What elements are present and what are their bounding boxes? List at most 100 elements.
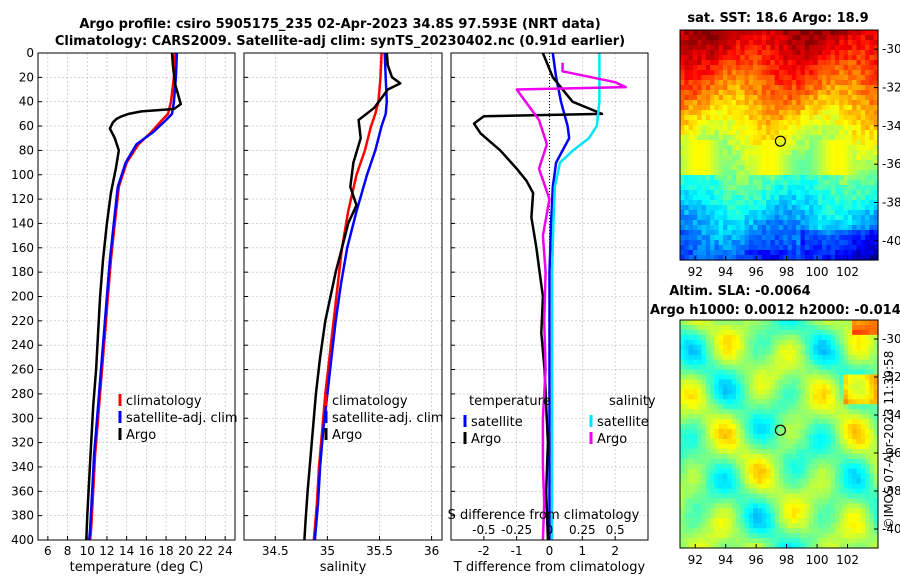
heatmap-cell <box>701 434 707 440</box>
heatmap-cell <box>779 100 784 106</box>
heatmap-cell <box>843 155 849 161</box>
heatmap-cell <box>809 488 815 495</box>
heatmap-cell <box>834 185 840 191</box>
heatmap-cell <box>697 379 703 386</box>
heatmap-cell <box>800 120 806 126</box>
heatmap-cell <box>804 165 810 171</box>
heatmap-cell <box>766 434 771 440</box>
heatmap-cell <box>852 324 858 331</box>
heatmap-cell <box>705 90 711 96</box>
heatmap-cell <box>710 458 716 465</box>
heatmap-cell <box>860 513 866 519</box>
heatmap-cell <box>718 538 724 544</box>
heatmap-cell <box>800 320 806 326</box>
heatmap-cell <box>834 443 840 450</box>
heatmap-cell <box>834 488 840 495</box>
heatmap-cell <box>852 483 858 490</box>
heatmap-cell <box>817 364 823 371</box>
heatmap-cell <box>680 140 685 146</box>
heatmap-cell <box>860 175 866 181</box>
heatmap-cell <box>744 349 750 356</box>
heatmap-cell <box>684 538 690 544</box>
map-heatmap <box>680 30 879 261</box>
heatmap-cell <box>735 493 741 500</box>
heatmap-cell <box>830 155 836 161</box>
heatmap-cell <box>865 429 870 435</box>
heatmap-cell <box>783 473 789 480</box>
heatmap-cell <box>809 125 815 131</box>
heatmap-cell <box>727 60 733 66</box>
heatmap-cell <box>680 185 685 191</box>
heatmap-cell <box>688 230 694 236</box>
heatmap-cell <box>705 394 711 400</box>
heatmap-cell <box>701 250 707 256</box>
heatmap-cell <box>705 210 711 216</box>
heatmap-cell <box>800 225 806 231</box>
heatmap-cell <box>869 483 875 490</box>
y-tick-label: 320 <box>11 436 34 450</box>
heatmap-cell <box>830 80 836 86</box>
heatmap-cell <box>761 349 767 356</box>
heatmap-cell <box>830 498 836 504</box>
x-tick-label: 18 <box>158 544 173 558</box>
heatmap-cell <box>723 95 728 101</box>
heatmap-cell <box>834 90 840 96</box>
heatmap-cell <box>774 230 780 236</box>
heatmap-cell <box>834 414 840 420</box>
heatmap-cell <box>834 55 840 61</box>
heatmap-cell <box>766 320 771 326</box>
heatmap-cell <box>766 185 771 191</box>
heatmap-cell <box>839 339 845 346</box>
heatmap-cell <box>710 160 716 166</box>
heatmap-cell <box>796 155 802 161</box>
heatmap-cell <box>869 35 875 41</box>
heatmap-cell <box>680 513 685 519</box>
heatmap-cell <box>697 359 703 366</box>
heatmap-cell <box>847 528 853 534</box>
heatmap-cell <box>718 70 724 76</box>
heatmap-cell <box>744 170 750 176</box>
heatmap-cell <box>843 65 849 71</box>
heatmap-cell <box>701 344 707 351</box>
heatmap-cell <box>800 70 806 76</box>
heatmap-cell <box>761 399 767 405</box>
heatmap-cell <box>748 543 754 549</box>
heatmap-cell <box>714 543 720 549</box>
heatmap-cell <box>701 349 707 356</box>
heatmap-cell <box>718 180 724 186</box>
heatmap-cell <box>774 533 780 539</box>
heatmap-cell <box>705 379 711 386</box>
heatmap-cell <box>710 523 716 529</box>
heatmap-cell <box>791 493 797 500</box>
heatmap-cell <box>680 389 685 395</box>
heatmap-cell <box>804 95 810 101</box>
heatmap-cell <box>757 438 763 445</box>
heatmap-cell <box>865 533 870 539</box>
heatmap-cell <box>813 165 819 171</box>
heatmap-cell <box>701 419 707 425</box>
heatmap-cell <box>826 493 832 500</box>
heatmap-cell <box>791 200 797 206</box>
heatmap-cell <box>748 493 754 500</box>
heatmap-cell <box>796 235 802 241</box>
heatmap-cell <box>791 45 797 51</box>
heatmap-cell <box>761 140 767 146</box>
heatmap-cell <box>748 95 754 101</box>
heatmap-cell <box>869 508 875 514</box>
heatmap-cell <box>744 543 750 549</box>
heatmap-cell <box>796 30 802 36</box>
heatmap-cell <box>813 320 819 326</box>
legend-salinity-title: salinity <box>609 394 656 409</box>
heatmap-cell <box>684 478 690 485</box>
heatmap-cell <box>727 135 733 141</box>
heatmap-cell <box>735 110 741 116</box>
heatmap-cell <box>770 140 776 146</box>
heatmap-cell <box>800 533 806 539</box>
heatmap-cell <box>710 245 716 251</box>
heatmap-cell <box>822 80 827 86</box>
heatmap-cell <box>847 65 853 71</box>
heatmap-cell <box>822 255 827 261</box>
heatmap-cell <box>727 70 733 76</box>
heatmap-cell <box>822 215 827 221</box>
heatmap-cell <box>873 150 879 156</box>
